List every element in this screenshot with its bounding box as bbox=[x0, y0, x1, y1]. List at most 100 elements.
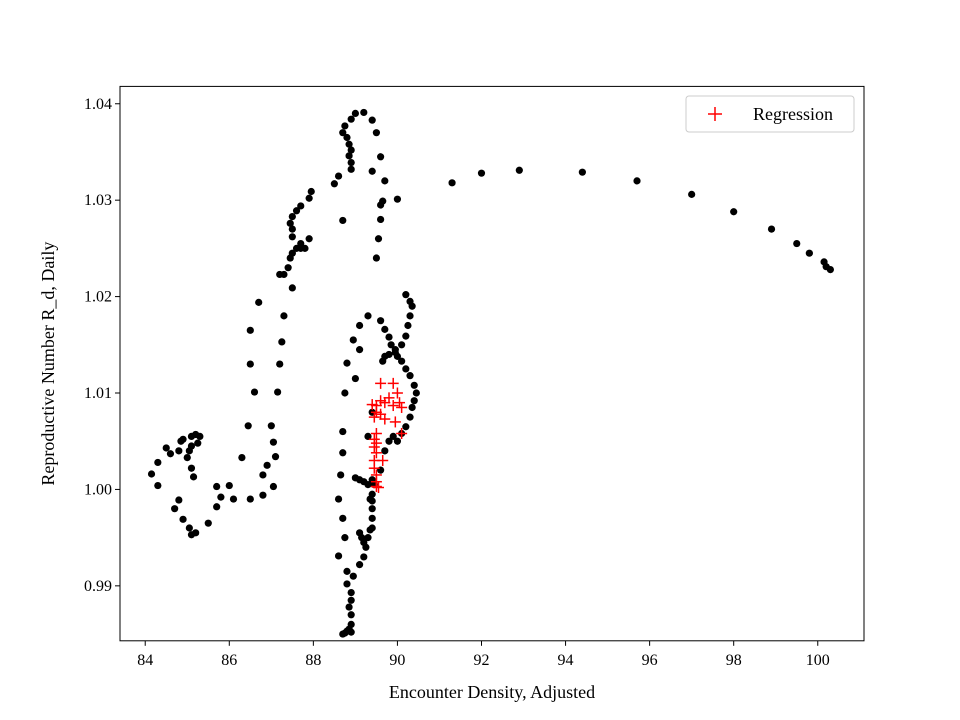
data-point bbox=[364, 312, 372, 320]
data-point bbox=[187, 432, 196, 440]
data-point bbox=[345, 140, 353, 148]
data-point bbox=[402, 423, 410, 431]
data-point bbox=[393, 195, 402, 203]
data-point bbox=[339, 514, 347, 522]
data-point bbox=[377, 215, 385, 224]
data-point bbox=[341, 389, 349, 397]
data-point bbox=[225, 481, 233, 490]
data-point bbox=[406, 413, 414, 421]
data-point bbox=[355, 561, 364, 569]
data-point bbox=[288, 284, 296, 292]
data-point bbox=[360, 108, 368, 117]
data-point bbox=[477, 169, 486, 177]
data-point bbox=[204, 519, 212, 527]
data-point bbox=[360, 538, 368, 547]
data-point bbox=[175, 496, 183, 504]
x-tick-label: 84 bbox=[137, 652, 153, 669]
data-point bbox=[339, 129, 347, 137]
x-axis: 84 86 88 90 92 94 96 98 100 bbox=[137, 640, 830, 669]
data-point bbox=[229, 495, 238, 503]
data-point bbox=[187, 531, 196, 539]
data-point bbox=[259, 471, 267, 479]
data-point bbox=[360, 553, 368, 561]
data-point bbox=[347, 165, 355, 173]
data-point bbox=[334, 172, 343, 180]
data-point bbox=[166, 450, 175, 458]
data-point bbox=[286, 254, 294, 262]
data-point bbox=[368, 167, 376, 175]
data-point bbox=[267, 422, 275, 430]
data-point bbox=[578, 168, 586, 176]
data-point bbox=[246, 326, 254, 334]
data-point bbox=[217, 493, 225, 501]
y-tick-label: 1.03 bbox=[84, 192, 112, 209]
data-point bbox=[389, 432, 397, 440]
data-point bbox=[347, 588, 355, 597]
data-point bbox=[246, 360, 254, 368]
y-axis-label: Reproductive Number R_d, Daily bbox=[38, 242, 58, 486]
data-point bbox=[368, 514, 376, 522]
data-point bbox=[387, 341, 395, 349]
regression-point bbox=[396, 401, 408, 413]
data-point bbox=[269, 438, 278, 446]
data-point bbox=[238, 454, 246, 462]
data-point bbox=[194, 439, 202, 447]
data-point bbox=[402, 365, 410, 373]
data-point bbox=[372, 129, 381, 137]
data-point bbox=[408, 403, 416, 412]
data-point bbox=[187, 464, 196, 472]
regression-point bbox=[375, 377, 387, 389]
data-point bbox=[385, 437, 393, 445]
data-point bbox=[244, 422, 252, 430]
data-point bbox=[377, 201, 385, 209]
data-point bbox=[284, 264, 292, 272]
data-point bbox=[377, 153, 385, 161]
data-point bbox=[246, 495, 254, 503]
data-point bbox=[341, 122, 349, 130]
y-tick-label: 1.02 bbox=[84, 289, 112, 306]
x-tick-label: 90 bbox=[389, 652, 405, 669]
series-observed bbox=[147, 108, 834, 638]
data-point bbox=[391, 348, 399, 357]
y-tick-label: 0.99 bbox=[84, 578, 112, 595]
data-point bbox=[347, 611, 355, 619]
data-point bbox=[278, 338, 286, 346]
data-point bbox=[339, 449, 347, 457]
data-point bbox=[355, 321, 364, 330]
data-point bbox=[347, 115, 355, 123]
regression-point bbox=[370, 428, 382, 440]
data-point bbox=[334, 552, 343, 560]
data-point bbox=[288, 225, 296, 233]
data-point bbox=[347, 596, 355, 604]
data-point bbox=[351, 109, 359, 117]
x-tick-label: 86 bbox=[221, 652, 237, 669]
data-point bbox=[307, 187, 315, 196]
data-point bbox=[259, 491, 267, 499]
data-point bbox=[305, 235, 313, 243]
data-point bbox=[185, 447, 193, 455]
data-point bbox=[288, 233, 296, 241]
data-point bbox=[406, 312, 414, 320]
regression-point bbox=[379, 413, 391, 425]
regression-point bbox=[394, 397, 406, 409]
regression-point bbox=[368, 462, 380, 474]
data-point bbox=[408, 302, 416, 310]
data-point bbox=[343, 359, 351, 367]
data-point bbox=[398, 341, 406, 349]
x-tick-label: 94 bbox=[558, 652, 574, 669]
series-layer bbox=[147, 108, 834, 638]
data-point bbox=[793, 239, 801, 248]
data-point bbox=[347, 620, 355, 629]
data-point bbox=[349, 336, 357, 344]
data-point bbox=[301, 244, 309, 252]
legend-marker-regression bbox=[708, 107, 722, 121]
x-tick-label: 92 bbox=[473, 652, 489, 669]
data-point bbox=[351, 374, 359, 383]
data-point bbox=[337, 471, 345, 479]
data-point bbox=[364, 534, 372, 542]
regression-point bbox=[373, 481, 385, 493]
legend-label-regression: Regression bbox=[753, 104, 833, 124]
data-point bbox=[402, 291, 410, 299]
data-point bbox=[162, 444, 170, 452]
data-point bbox=[368, 524, 376, 532]
